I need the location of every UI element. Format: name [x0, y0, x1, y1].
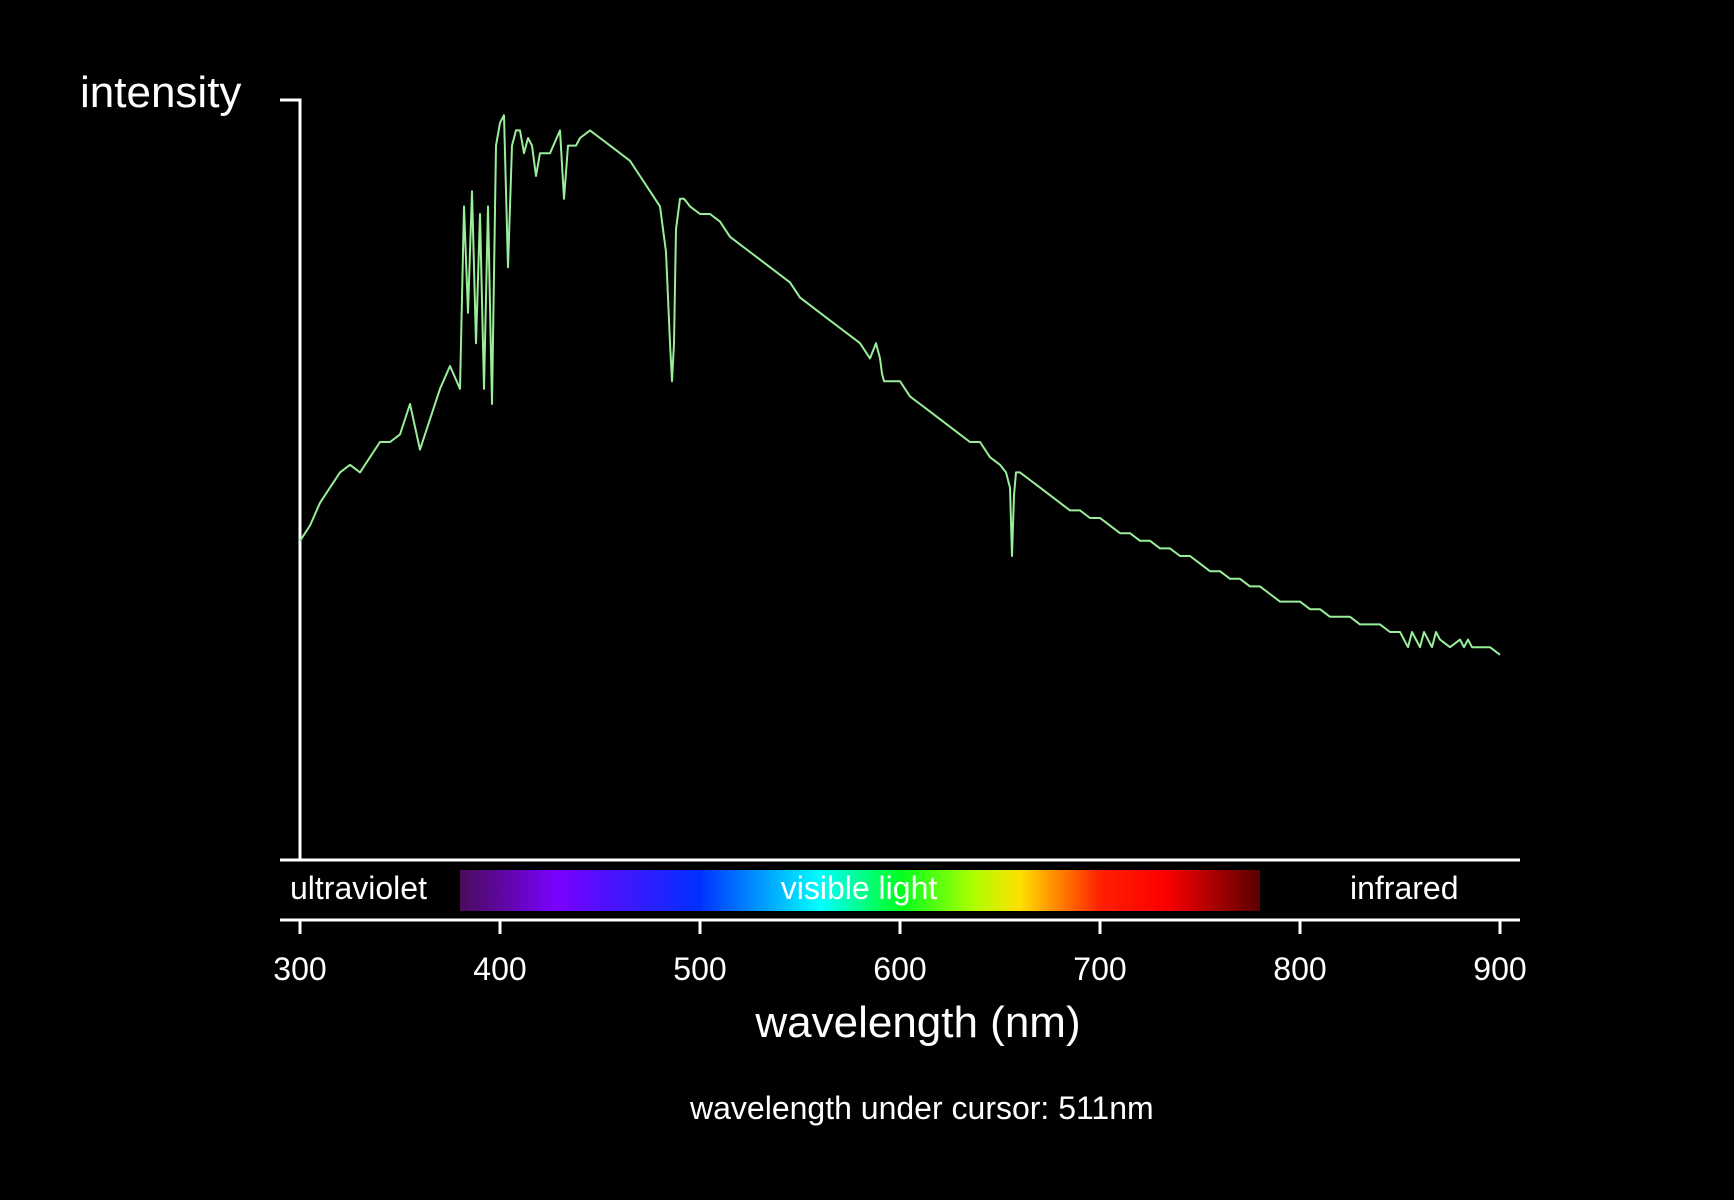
- infrared-label: infrared: [1350, 870, 1459, 906]
- y-axis-label: intensity: [80, 68, 242, 117]
- x-tick-label: 300: [273, 951, 326, 987]
- x-axis-label: wavelength (nm): [755, 998, 1081, 1047]
- x-tick-label: 400: [473, 951, 526, 987]
- visible-light-band: [460, 870, 1260, 911]
- x-axis-ticks: 300 400 500 600 700 800 900: [273, 920, 1527, 987]
- cursor-readout-value: 511nm: [1058, 1090, 1154, 1126]
- ultraviolet-label: ultraviolet: [290, 870, 427, 906]
- x-tick-label: 700: [1073, 951, 1126, 987]
- visible-light-label: visible light: [780, 870, 938, 906]
- x-tick-label: 600: [873, 951, 926, 987]
- cursor-readout: wavelength under cursor: 511nm: [690, 1090, 1154, 1127]
- x-tick-label: 800: [1273, 951, 1326, 987]
- x-tick-label: 500: [673, 951, 726, 987]
- axes: [280, 98, 1520, 922]
- spectrum-line: [299, 114, 1501, 656]
- y-axis-line: [280, 98, 302, 860]
- cursor-readout-label: wavelength under cursor:: [690, 1090, 1050, 1126]
- x-tick-label: 900: [1473, 951, 1526, 987]
